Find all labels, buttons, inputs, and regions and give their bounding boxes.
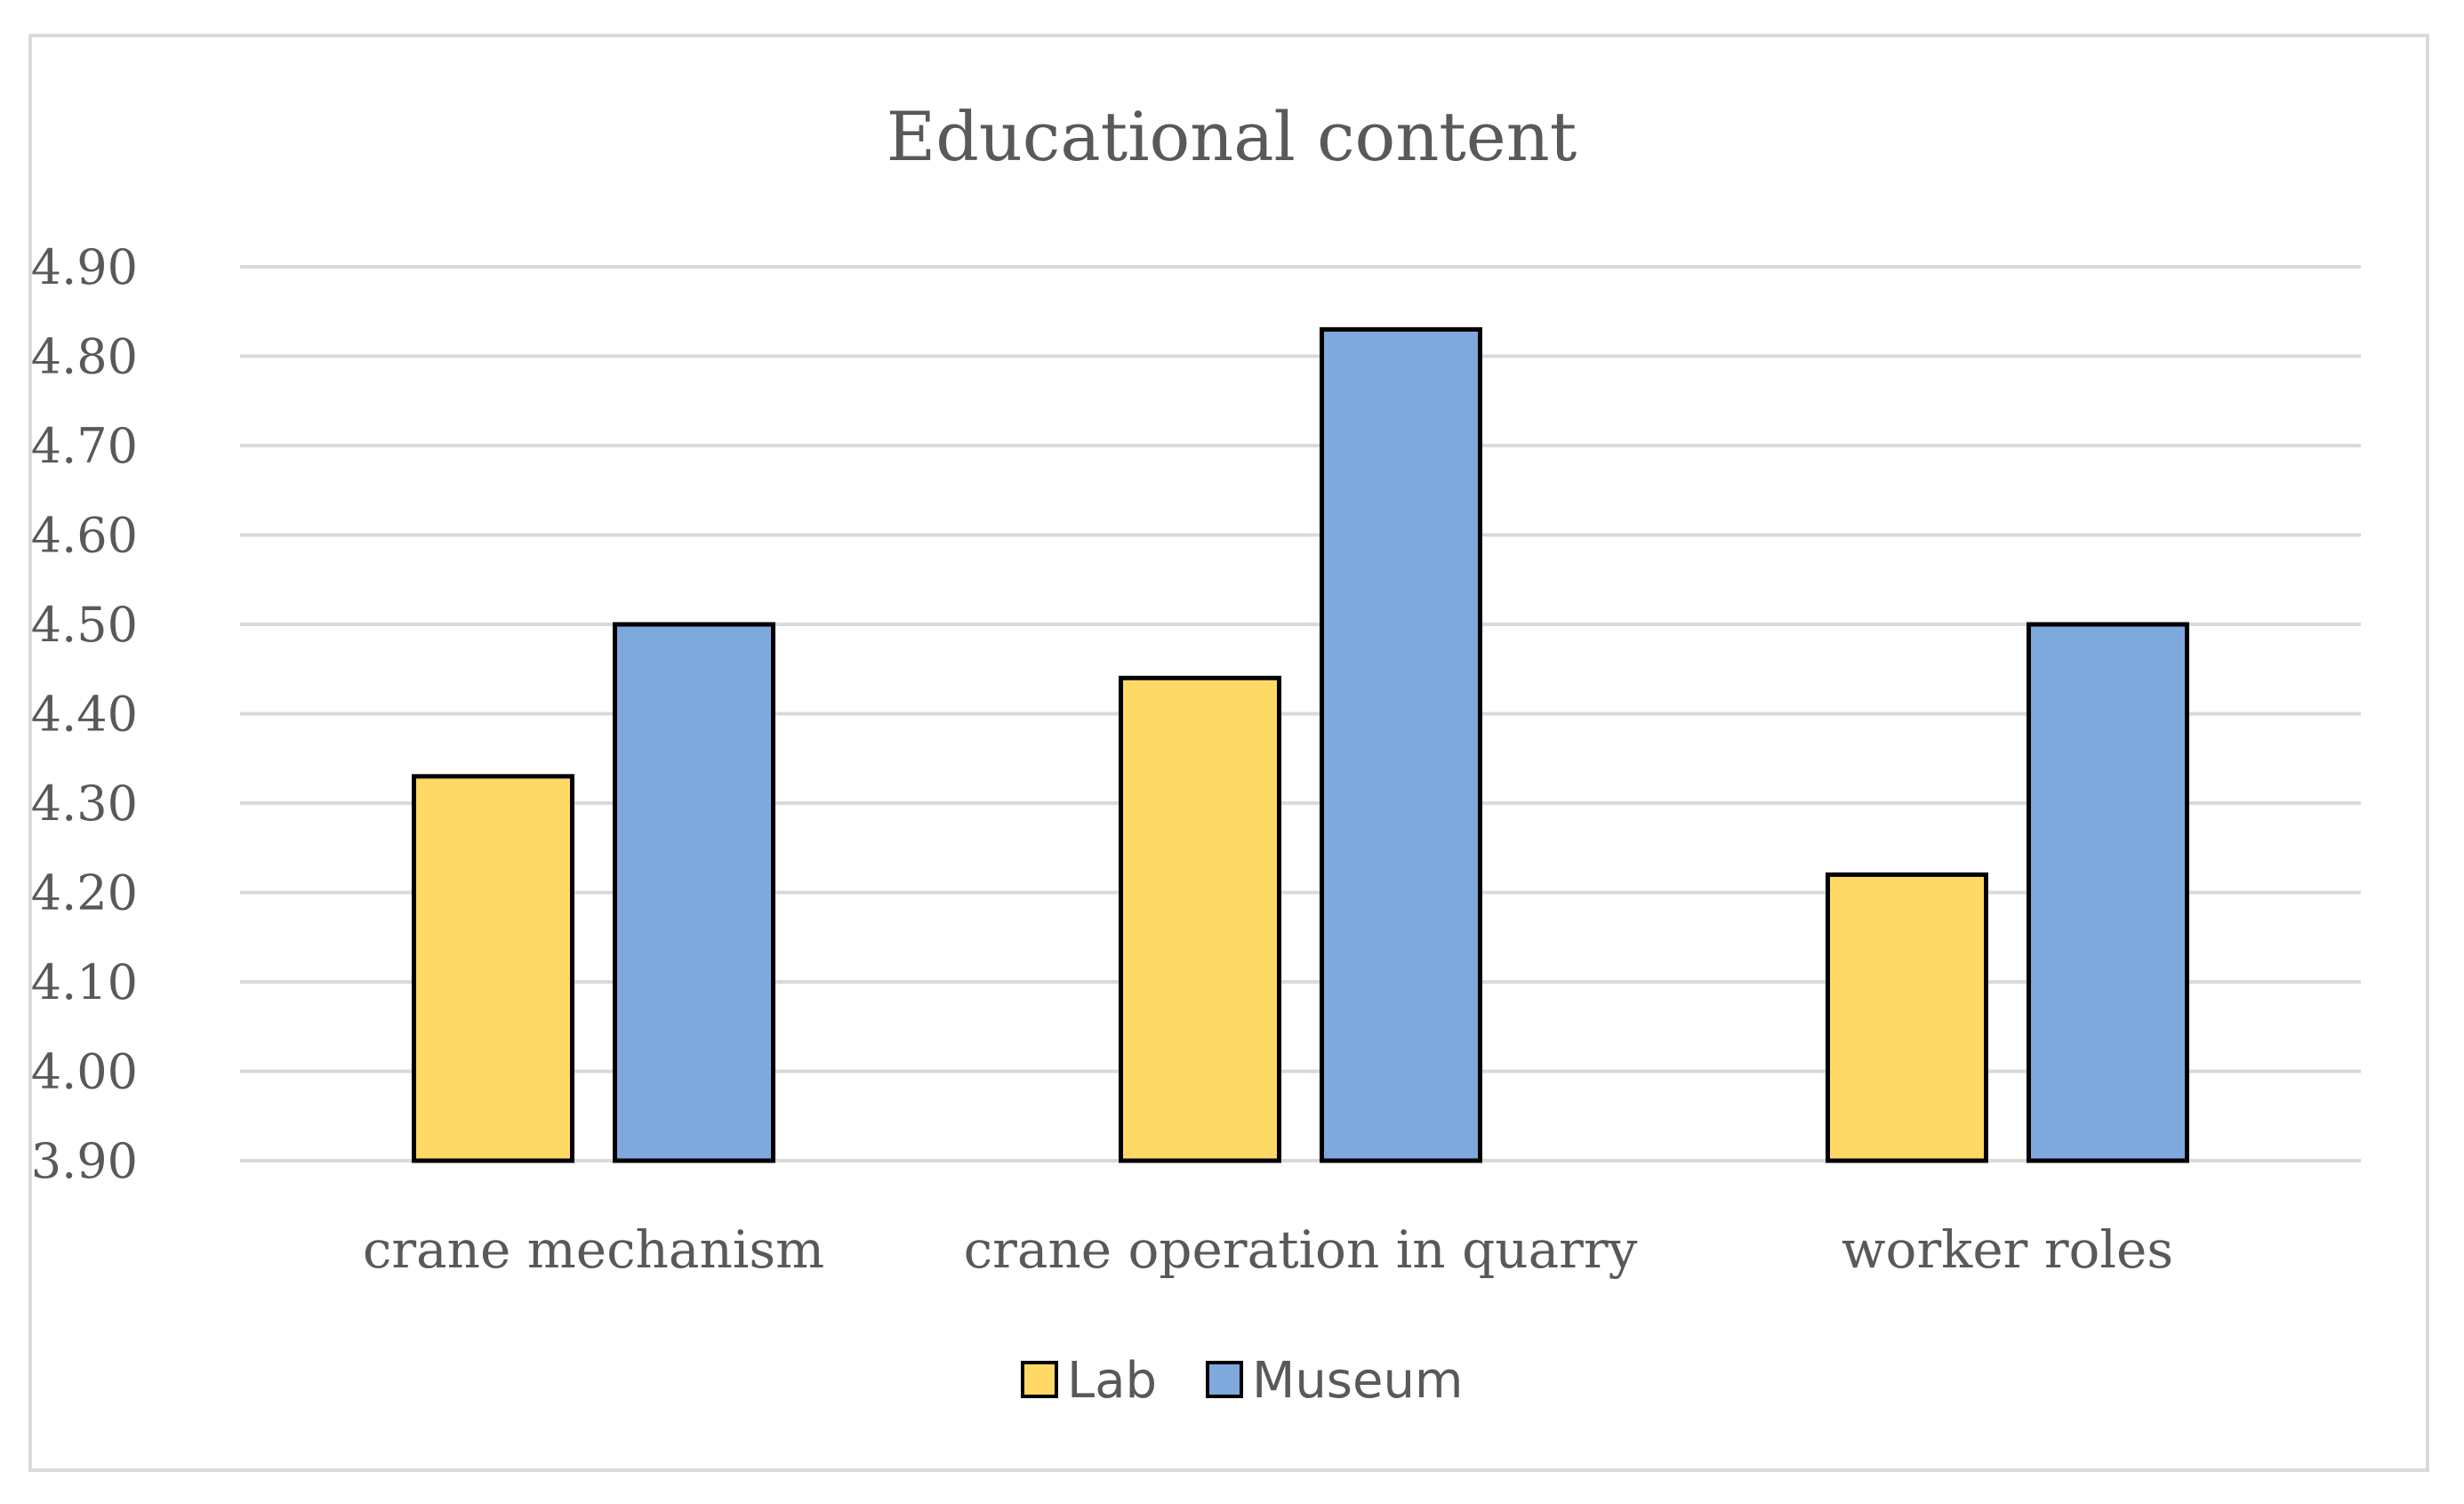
legend-label-lab: Lab xyxy=(1067,1352,1157,1410)
x-axis-categories: crane mechanism crane operation in quarry… xyxy=(363,1219,2173,1280)
x-category-label: worker roles xyxy=(1842,1219,2173,1280)
gridlines xyxy=(240,265,2361,1162)
y-tick-label: 4.50 xyxy=(31,597,138,653)
legend: Lab Museum xyxy=(1021,1352,1463,1410)
y-tick-label: 4.90 xyxy=(31,239,138,295)
y-axis-ticks: 3.90 4.00 4.10 4.20 4.30 4.40 4.50 4.60 4.70 4.80… xyxy=(31,239,138,1189)
bar-museum-1 xyxy=(1320,326,1482,1163)
legend-swatch-museum xyxy=(1206,1361,1243,1398)
bar-museum-0 xyxy=(613,622,775,1163)
y-tick-label: 4.60 xyxy=(31,508,138,564)
y-tick-label: 4.30 xyxy=(31,776,138,832)
y-tick-label: 4.40 xyxy=(31,687,138,743)
y-tick-label: 4.70 xyxy=(31,418,138,474)
x-category-label: crane mechanism xyxy=(363,1219,824,1280)
legend-swatch-lab xyxy=(1021,1361,1058,1398)
y-tick-label: 4.10 xyxy=(31,954,138,1010)
y-tick-label: 4.80 xyxy=(31,329,138,385)
chart-title: Educational content xyxy=(887,97,1577,176)
y-tick-label: 4.20 xyxy=(31,865,138,921)
bar-lab-0 xyxy=(412,774,574,1163)
bar-museum-2 xyxy=(2027,622,2189,1163)
y-tick-label: 3.90 xyxy=(31,1133,138,1189)
y-tick-label: 4.00 xyxy=(31,1044,138,1100)
bar-lab-1 xyxy=(1119,675,1281,1163)
bars xyxy=(412,326,2189,1163)
legend-label-museum: Museum xyxy=(1252,1352,1463,1410)
x-category-label: crane operation in quarry xyxy=(964,1219,1638,1280)
bar-lab-2 xyxy=(1826,872,1988,1163)
